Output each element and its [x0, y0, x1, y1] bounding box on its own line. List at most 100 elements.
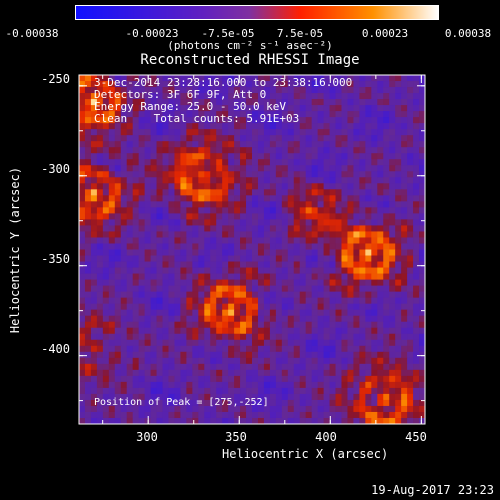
heatmap-cell: [120, 393, 128, 401]
heatmap-cell: [275, 405, 283, 413]
heatmap-cell: [269, 381, 277, 389]
heatmap-cell: [353, 213, 360, 220]
heatmap-cell: [335, 249, 342, 256]
heatmap-cell: [389, 345, 396, 353]
heatmap-cell: [335, 105, 342, 112]
heatmap-cell: [96, 225, 104, 232]
heatmap-cell: [413, 315, 420, 323]
heatmap-cell: [257, 225, 265, 232]
heatmap-cell: [90, 339, 98, 347]
heatmap-cell: [162, 105, 169, 112]
heatmap-cell: [192, 417, 199, 425]
heatmap-cell: [246, 291, 253, 299]
chart-title: Reconstructed RHESSI Image: [140, 52, 360, 68]
heatmap-cell: [198, 147, 205, 154]
heatmap-cell: [204, 189, 211, 196]
heatmap-cell: [305, 357, 313, 365]
heatmap-cell: [240, 123, 247, 130]
heatmap-cell: [275, 93, 283, 100]
heatmap-cell: [234, 339, 241, 347]
heatmap-cell: [222, 135, 229, 142]
heatmap-cell: [204, 219, 211, 226]
heatmap-cell: [79, 105, 86, 112]
heatmap-cell: [413, 153, 420, 160]
heatmap-cell: [222, 177, 229, 184]
heatmap-cell: [180, 339, 187, 347]
heatmap-cell: [419, 363, 426, 371]
heatmap-cell: [234, 273, 241, 280]
heatmap-cell: [281, 237, 289, 244]
heatmap-cell: [79, 141, 86, 148]
heatmap-cell: [383, 393, 390, 401]
heatmap-cell: [269, 321, 277, 329]
heatmap-cell: [186, 243, 193, 250]
heatmap-cell: [234, 369, 241, 377]
heatmap-cell: [222, 381, 229, 389]
heatmap-cell: [395, 165, 402, 172]
heatmap-cell: [299, 261, 307, 268]
heatmap-cell: [120, 327, 128, 335]
heatmap-cell: [120, 105, 128, 112]
heatmap-cell: [108, 99, 116, 106]
heatmap-cell: [186, 225, 193, 232]
heatmap-cell: [299, 129, 307, 136]
heatmap-cell: [359, 207, 366, 214]
heatmap-cell: [240, 81, 247, 88]
heatmap-cell: [240, 201, 247, 208]
heatmap-cell: [246, 75, 253, 82]
heatmap-cell: [228, 303, 235, 311]
heatmap-cell: [341, 321, 348, 329]
heatmap-cell: [156, 387, 163, 395]
heatmap-cell: [311, 285, 319, 293]
heatmap-cell: [216, 327, 223, 335]
heatmap-cell: [210, 105, 217, 112]
heatmap-cell: [102, 261, 110, 268]
heatmap-cell: [287, 255, 295, 262]
heatmap-cell: [162, 231, 169, 238]
heatmap-cell: [419, 267, 426, 274]
heatmap-cell: [174, 393, 181, 401]
heatmap-cell: [150, 381, 157, 389]
x-tick-label: 400: [315, 430, 337, 444]
heatmap-cell: [293, 321, 301, 329]
heatmap-cell: [347, 297, 354, 305]
heatmap-cell: [96, 87, 104, 94]
heatmap-cell: [204, 183, 211, 190]
heatmap-cell: [389, 117, 396, 124]
heatmap-cell: [150, 333, 157, 341]
heatmap-cell: [401, 381, 408, 389]
heatmap-cell: [90, 261, 98, 268]
heatmap-cell: [395, 237, 402, 244]
heatmap-cell: [102, 111, 110, 118]
heatmap-cell: [168, 117, 175, 124]
heatmap-cell: [114, 135, 122, 142]
heatmap-cell: [150, 93, 157, 100]
heatmap-cell: [389, 297, 396, 305]
heatmap-cell: [383, 333, 390, 341]
heatmap-cell: [371, 309, 378, 317]
heatmap-cell: [395, 297, 402, 305]
heatmap-cell: [186, 213, 193, 220]
heatmap-cell: [281, 183, 289, 190]
heatmap-cell: [353, 321, 360, 329]
heatmap-cell: [252, 177, 259, 184]
heatmap-cell: [293, 87, 301, 94]
heatmap-cell: [263, 123, 271, 130]
heatmap-cell: [413, 399, 420, 407]
heatmap-cell: [371, 81, 378, 88]
heatmap-cell: [341, 219, 348, 226]
heatmap-cell: [222, 171, 229, 178]
heatmap-cell: [401, 363, 408, 371]
heatmap-cell: [210, 369, 217, 377]
heatmap-cell: [281, 375, 289, 383]
heatmap-cell: [287, 387, 295, 395]
heatmap-cell: [257, 153, 265, 160]
heatmap-cell: [317, 249, 324, 256]
heatmap-cell: [281, 147, 289, 154]
heatmap-cell: [126, 177, 134, 184]
heatmap-cell: [126, 327, 134, 335]
heatmap-cell: [234, 393, 241, 401]
heatmap-cell: [401, 309, 408, 317]
heatmap-cell: [371, 105, 378, 112]
heatmap-cell: [210, 285, 217, 293]
